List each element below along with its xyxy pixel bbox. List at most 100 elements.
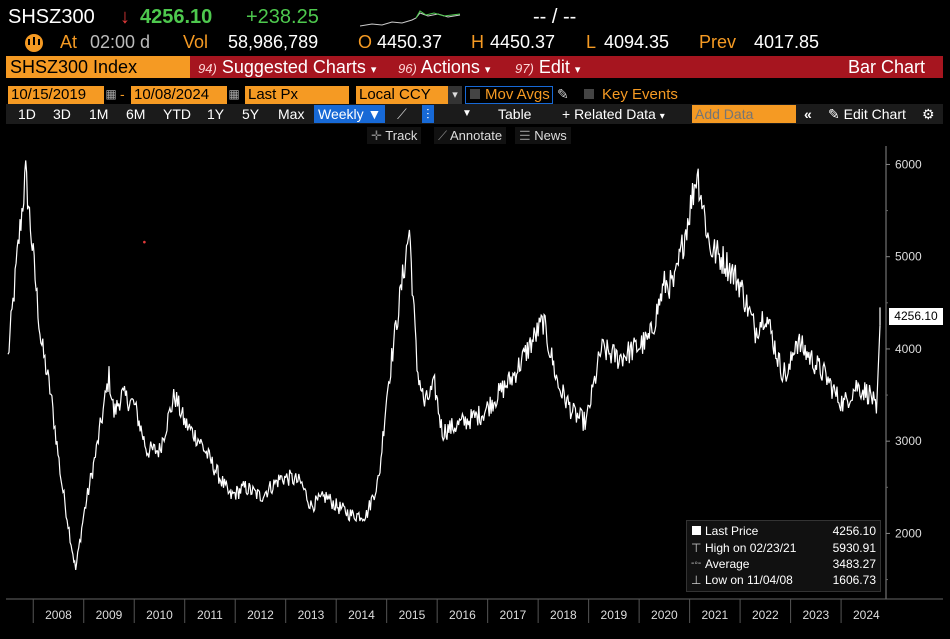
- legend-value: 4256.10: [832, 524, 876, 538]
- gauge-icon: [24, 33, 44, 53]
- y-tick-label: 6000: [895, 157, 922, 171]
- track-button[interactable]: ✛ Track: [367, 127, 422, 144]
- x-tick-label: 2022: [752, 608, 779, 622]
- security-field[interactable]: SHSZ300 Index: [6, 56, 190, 78]
- x-tick-label: 2019: [601, 608, 628, 622]
- range-1y[interactable]: 1Y: [207, 106, 225, 122]
- last-price-tag: 4256.10: [889, 308, 943, 325]
- checkbox-icon[interactable]: [584, 89, 594, 99]
- edit-menu[interactable]: 97) Edit ▾: [515, 56, 580, 78]
- x-tick-label: 2013: [298, 608, 325, 622]
- annotate-button[interactable]: ⟋ Annotate: [434, 127, 507, 144]
- high-value: 4450.37: [490, 32, 556, 52]
- x-tick-label: 2021: [702, 608, 729, 622]
- actions-num: 96): [398, 61, 417, 76]
- add-data-input[interactable]: [692, 105, 796, 123]
- range-ytd[interactable]: YTD: [163, 106, 191, 122]
- low-label: L: [586, 32, 597, 52]
- legend-value: 1606.73: [832, 573, 876, 587]
- legend-row: Last Price 4256.10: [687, 523, 880, 539]
- legend-label: Low on 11/04/08: [705, 573, 793, 587]
- chart-type-label: Bar Chart: [848, 57, 926, 77]
- price-series: [7, 160, 881, 570]
- y-tick-label: 2000: [895, 526, 922, 540]
- calendar-icon[interactable]: ▦: [228, 87, 240, 101]
- legend: Last Price 4256.10 ⊤ High on 02/23/21 59…: [686, 520, 881, 592]
- at-label: At: [60, 32, 78, 52]
- price-line: [7, 160, 881, 570]
- track-label: Track: [385, 128, 418, 143]
- down-arrow-icon: ↓: [120, 6, 130, 28]
- y-tick-label: 5000: [895, 250, 922, 264]
- last-price: 4256.10: [140, 6, 213, 28]
- mov-avgs-toggle[interactable]: Mov Avgs: [465, 86, 553, 104]
- range-1d[interactable]: 1D: [18, 106, 36, 122]
- menu-bar: [6, 56, 943, 78]
- suggested-num: 94): [198, 61, 217, 76]
- range-1m[interactable]: 1M: [89, 106, 109, 122]
- sparkline-icon: [360, 10, 461, 27]
- range-6m[interactable]: 6M: [126, 106, 146, 122]
- line-chart-icon[interactable]: ⟋: [397, 106, 407, 122]
- currency-select[interactable]: Local CCY: [356, 86, 448, 104]
- calendar-icon[interactable]: ▦: [105, 87, 117, 101]
- mov-avgs-label: Mov Avgs: [485, 86, 550, 103]
- checkbox-icon[interactable]: [470, 89, 480, 99]
- range-5y[interactable]: 5Y: [242, 106, 260, 122]
- legend-value: 3483.27: [832, 557, 876, 571]
- collapse-icon[interactable]: «: [804, 106, 812, 122]
- gear-icon[interactable]: ⚙: [922, 106, 935, 122]
- end-date-input[interactable]: 10/08/2024: [131, 86, 227, 104]
- edit-chart-button[interactable]: ✎ Edit Chart: [828, 106, 906, 122]
- x-tick-label: 2015: [399, 608, 426, 622]
- open-label: O: [358, 32, 373, 52]
- x-axis: 2008 2009 2010 2011 2012 2013 2014 2015 2016 2017…: [32, 599, 880, 623]
- suggested-label: Suggested Charts: [221, 57, 366, 77]
- price-chart[interactable]: 2000 3000 4000 5000 6000 2008 2009 2010 2011 201…: [0, 146, 950, 639]
- legend-value: 5930.91: [832, 541, 876, 555]
- price-field-select[interactable]: Last Px: [245, 86, 349, 104]
- annotations: •: [143, 238, 147, 249]
- high-label: H: [471, 32, 484, 52]
- dropdown-arrow-icon[interactable]: ▼: [462, 108, 472, 119]
- start-date-input[interactable]: 10/15/2019: [8, 86, 104, 104]
- key-events-toggle[interactable]: Key Events: [584, 86, 678, 104]
- low-marker-icon: ⊥: [691, 573, 702, 587]
- crosshair-icon: ✛: [371, 128, 382, 143]
- news-label: News: [534, 128, 567, 143]
- toolbar: [6, 104, 943, 124]
- legend-row: -◦- Average 3483.27: [687, 556, 880, 572]
- y-axis: 2000 3000 4000 5000 6000: [886, 157, 922, 581]
- legend-row: ⊤ High on 02/23/21 5930.91: [687, 540, 880, 556]
- suggested-charts-menu[interactable]: 94) Suggested Charts ▾: [198, 56, 376, 78]
- bar-chart-icon[interactable]: ⫶: [422, 105, 434, 123]
- range-3d[interactable]: 3D: [53, 106, 71, 122]
- news-button[interactable]: ☰ News: [515, 127, 571, 144]
- frequency-label: Weekly: [318, 106, 364, 122]
- bid-ask: -- / --: [533, 6, 577, 28]
- related-data-button[interactable]: + Related Data ▾: [562, 106, 665, 122]
- ticker: SHSZ300: [8, 6, 95, 28]
- x-tick-label: 2018: [550, 608, 577, 622]
- x-tick-label: 2014: [348, 608, 375, 622]
- dropdown-arrow-icon: ▾: [370, 64, 377, 76]
- prev-value: 4017.85: [754, 32, 820, 52]
- event-marker: •: [143, 238, 147, 249]
- open-value: 4450.37: [377, 32, 443, 52]
- volume-value: 58,986,789: [228, 32, 319, 52]
- frequency-select[interactable]: Weekly ▼: [314, 105, 386, 123]
- dropdown-arrow-icon[interactable]: ▾: [448, 86, 462, 104]
- legend-label: Last Price: [705, 524, 759, 538]
- chart-frame: [6, 146, 943, 600]
- legend-row: ⊥ Low on 11/04/08 1606.73: [687, 572, 880, 588]
- x-tick-label: 2023: [802, 608, 829, 622]
- edit-label: Edit: [538, 57, 570, 77]
- range-max[interactable]: Max: [278, 106, 305, 122]
- table-button[interactable]: Table: [498, 106, 532, 122]
- time-value: 02:00 d: [90, 32, 151, 52]
- actions-menu[interactable]: 96) Actions ▾: [398, 56, 490, 78]
- last-price-swatch: [692, 526, 701, 535]
- pencil-icon[interactable]: ✎: [557, 86, 569, 102]
- x-tick-label: 2016: [449, 608, 476, 622]
- average-marker-icon: -◦-: [691, 558, 702, 569]
